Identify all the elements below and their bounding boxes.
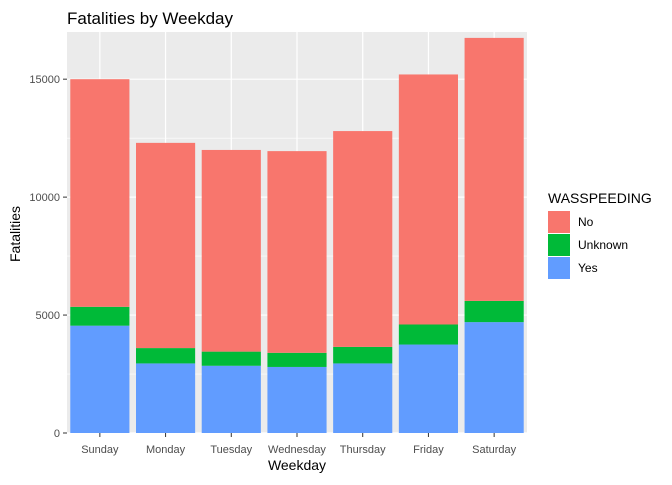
bars bbox=[70, 37, 524, 433]
x-tick-label-sunday: Sunday bbox=[81, 444, 119, 456]
bar-segment-yes-thursday bbox=[333, 363, 393, 433]
bar-segment-unknown-thursday bbox=[333, 346, 393, 364]
bar-segment-yes-monday bbox=[136, 363, 196, 433]
legend-label-no: No bbox=[578, 215, 594, 229]
x-tick-label-tuesday: Tuesday bbox=[210, 444, 252, 456]
x-axis: Sunday Monday Tuesday Wednesday Thursday Frid… bbox=[81, 433, 517, 456]
y-axis: 0 5000 10000 15000 bbox=[29, 74, 67, 440]
x-tick-label-wednesday: Wednesday bbox=[268, 444, 326, 456]
bar-segment-yes-tuesday bbox=[201, 365, 261, 433]
legend: WASSPEEDING No Unknown Yes bbox=[548, 190, 652, 279]
bar-segment-no-tuesday bbox=[201, 149, 261, 352]
bar-segment-unknown-saturday bbox=[464, 300, 524, 323]
legend-label-yes: Yes bbox=[578, 261, 598, 275]
legend-key-no bbox=[548, 211, 570, 233]
bar-segment-no-saturday bbox=[464, 37, 524, 301]
legend-title: WASSPEEDING bbox=[548, 190, 652, 206]
bar-segment-no-thursday bbox=[333, 131, 393, 347]
x-axis-title: Weekday bbox=[268, 457, 326, 473]
bar-segment-unknown-tuesday bbox=[201, 351, 261, 366]
bar-segment-no-sunday bbox=[70, 79, 130, 307]
y-tick-label: 0 bbox=[54, 428, 60, 440]
y-tick-label: 10000 bbox=[29, 192, 60, 204]
y-tick-label: 5000 bbox=[36, 310, 60, 322]
bar-segment-unknown-monday bbox=[136, 348, 196, 364]
legend-key-yes bbox=[548, 257, 570, 279]
x-tick-label-friday: Friday bbox=[413, 444, 444, 456]
bar-segment-unknown-wednesday bbox=[267, 352, 327, 367]
bar-segment-yes-wednesday bbox=[267, 366, 327, 433]
bar-segment-yes-saturday bbox=[464, 322, 524, 433]
bar-segment-unknown-friday bbox=[398, 324, 458, 345]
bar-segment-no-monday bbox=[136, 142, 196, 349]
bar-segment-unknown-sunday bbox=[70, 306, 130, 326]
x-tick-label-monday: Monday bbox=[146, 444, 186, 456]
x-tick-label-thursday: Thursday bbox=[340, 444, 386, 456]
y-axis-title: Fatalities bbox=[7, 206, 23, 262]
legend-label-unknown: Unknown bbox=[578, 238, 628, 252]
chart-title: Fatalities by Weekday bbox=[67, 9, 233, 28]
bar-segment-yes-friday bbox=[398, 344, 458, 433]
bar-segment-no-friday bbox=[398, 74, 458, 325]
x-tick-label-saturday: Saturday bbox=[472, 444, 517, 456]
y-tick-label: 15000 bbox=[29, 74, 60, 86]
legend-key-unknown bbox=[548, 234, 570, 256]
bar-segment-yes-sunday bbox=[70, 325, 130, 433]
bar-segment-no-wednesday bbox=[267, 151, 327, 353]
